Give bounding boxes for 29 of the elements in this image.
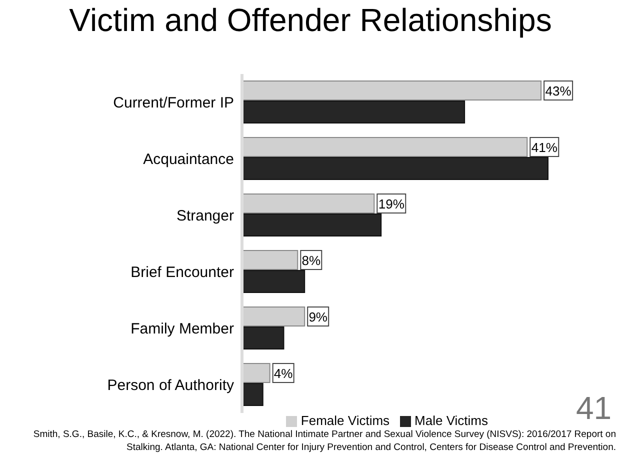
bar <box>242 100 466 124</box>
bar <box>242 157 548 180</box>
data-label: 8% <box>302 253 321 268</box>
y-tick-label: Family Member <box>130 320 234 338</box>
y-tick-label: Person of Authority <box>107 377 234 394</box>
text: 41 <box>576 390 612 427</box>
bar <box>242 383 264 406</box>
legend-label: Female Victims <box>300 413 390 428</box>
bar <box>242 363 270 383</box>
y-tick-label: Brief Encounter <box>130 264 234 282</box>
bar <box>242 194 375 214</box>
text: Smith, S.G., Basile, K.C., & Kresnow, M. (2022). The National Intimate Partner and Sexual Violence Survey (NISVS): 2016/2017 Report on Stalking. Atlanta, GA: National Center for Injury Prevention and Control, Centers for Disease Control and Prevention. <box>32 428 616 454</box>
legend-label: Male Victims <box>414 413 488 428</box>
bar <box>242 326 284 350</box>
y-tick-label: Current/Former IP <box>113 94 234 112</box>
bar <box>242 214 382 236</box>
data-label: 43% <box>545 84 572 98</box>
bar <box>242 306 306 326</box>
data-label: 19% <box>378 196 405 212</box>
y-tick-label: Acquaintance <box>143 151 234 168</box>
chart-title: Victim and Offender Relationships <box>68 2 553 39</box>
data-label: 9% <box>308 310 328 324</box>
bar <box>242 250 298 270</box>
y-tick-label: Stranger <box>176 208 234 225</box>
bar <box>242 137 528 157</box>
bar <box>242 270 306 293</box>
data-label: 41% <box>531 140 558 155</box>
data-label: 4% <box>274 366 294 381</box>
bar <box>242 80 542 100</box>
